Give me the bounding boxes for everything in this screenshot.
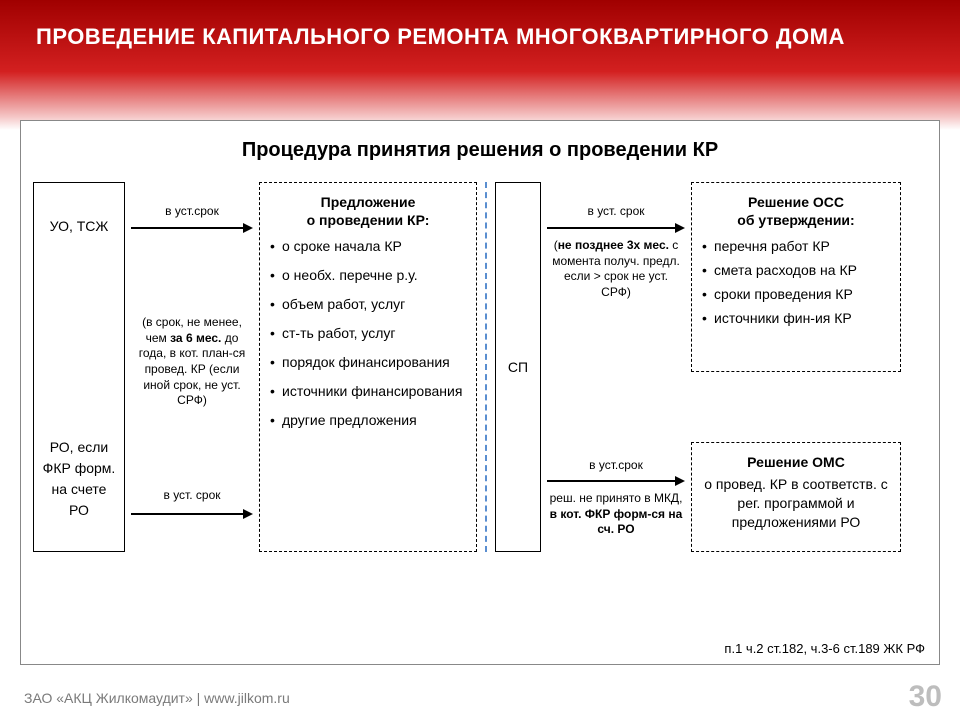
arrow-right-bot-label: в уст.срок bbox=[547, 458, 685, 474]
proposal-list: о сроке начала КР о необх. перечне р.у. … bbox=[270, 237, 466, 429]
bot-note-bold: в кот. ФКР форм-ся на сч. РО bbox=[550, 507, 683, 537]
list-item: сроки проведения КР bbox=[702, 285, 890, 304]
list-item: перечня работ КР bbox=[702, 237, 890, 256]
decision-oms-text: о провед. КР в соответств. с рег. програ… bbox=[702, 475, 890, 532]
arrow-icon bbox=[131, 506, 253, 522]
source-box: УО, ТСЖ РО, если ФКР форм. на счете РО bbox=[33, 182, 125, 552]
arrow-right-top-label: в уст. срок bbox=[587, 204, 644, 220]
sub-title: Процедура принятия решения о проведении … bbox=[33, 139, 927, 162]
decision-oss-title: Решение ОСС об утверждении: bbox=[702, 193, 890, 229]
page-number: 30 bbox=[909, 680, 942, 714]
decision-oss-list: перечня работ КР смета расходов на КР ср… bbox=[702, 237, 890, 328]
proposal-box: Предложение о проведении КР: о сроке нач… bbox=[259, 182, 477, 552]
header-band: ПРОВЕДЕНИЕ КАПИТАЛЬНОГО РЕМОНТА МНОГОКВА… bbox=[0, 0, 960, 130]
list-item: смета расходов на КР bbox=[702, 261, 890, 280]
list-item: о необх. перечне р.у. bbox=[270, 266, 466, 285]
arrow-left-top-label: в уст.срок bbox=[165, 204, 219, 220]
list-item: ст-ть работ, услуг bbox=[270, 324, 466, 343]
sp-label: СП bbox=[508, 359, 528, 375]
main-panel: Процедура принятия решения о проведении … bbox=[20, 120, 940, 665]
list-item: источники фин-ия КР bbox=[702, 309, 890, 328]
mid-note-bold: за 6 мес. bbox=[170, 331, 221, 345]
divider bbox=[481, 182, 491, 552]
list-item: объем работ, услуг bbox=[270, 295, 466, 314]
decision-oss-box: Решение ОСС об утверждении: перечня рабо… bbox=[691, 182, 901, 372]
arrow-icon bbox=[547, 473, 685, 489]
arrow-right-top-note: (не позднее 3х мес. с момента получ. пре… bbox=[547, 236, 685, 300]
flowchart: УО, ТСЖ РО, если ФКР форм. на счете РО в… bbox=[33, 182, 927, 552]
source-line-1: УО, ТСЖ bbox=[40, 218, 118, 234]
bot-note-pre: реш. не принято в МКД, bbox=[550, 491, 683, 505]
list-item: о сроке начала КР bbox=[270, 237, 466, 256]
decision-oms-title: Решение ОМС bbox=[702, 453, 890, 471]
arrow-left-mid-note: (в срок, не менее, чем за 6 мес. до года… bbox=[131, 236, 253, 488]
proposal-title: Предложение о проведении КР: bbox=[270, 193, 466, 229]
list-item: источники финансирования bbox=[270, 382, 466, 401]
source-line-2: РО, если ФКР форм. на счете РО bbox=[40, 437, 118, 521]
top-note-bold: не позднее 3х мес. bbox=[558, 238, 669, 252]
page-title: ПРОВЕДЕНИЕ КАПИТАЛЬНОГО РЕМОНТА МНОГОКВА… bbox=[36, 24, 924, 50]
footer-text: ЗАО «АКЦ Жилкомаудит» | www.jilkom.ru bbox=[24, 690, 290, 706]
arrow-icon bbox=[547, 220, 685, 236]
arrow-right-bot-note: реш. не принято в МКД, в кот. ФКР форм-с… bbox=[547, 489, 685, 538]
list-item: порядок финансирования bbox=[270, 353, 466, 372]
arrow-icon bbox=[131, 220, 253, 236]
arrow-left-bot-label: в уст. срок bbox=[131, 488, 253, 504]
sp-box: СП bbox=[495, 182, 541, 552]
decision-oms-box: Решение ОМС о провед. КР в соответств. с… bbox=[691, 442, 901, 552]
law-reference: п.1 ч.2 ст.182, ч.3-6 ст.189 ЖК РФ bbox=[724, 641, 925, 656]
list-item: другие предложения bbox=[270, 411, 466, 430]
